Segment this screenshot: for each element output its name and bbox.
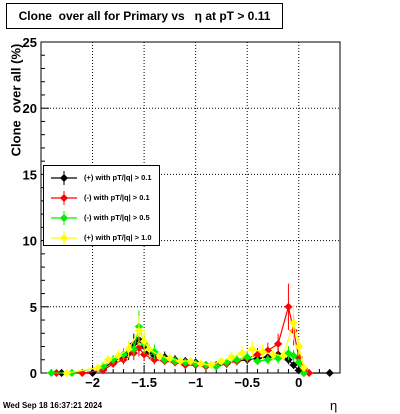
y-axis-label: Clone over all (%) [8,43,24,157]
data-point [227,353,236,362]
legend-marker [51,211,77,225]
data-point [129,345,138,354]
data-point [145,345,154,354]
data-point [140,337,149,346]
legend-marker [51,191,77,205]
data-point [268,350,277,359]
series-2 [47,310,308,377]
series-3 [62,305,308,377]
data-point [299,363,308,372]
data-point [299,369,308,377]
legend-label: (-) with pT/|q| > 0.5 [84,213,150,222]
x-tick-label: −1 [188,375,203,390]
y-tick-label: 25 [23,35,37,50]
legend-marker [51,171,77,185]
data-point [134,326,143,335]
data-point [217,357,226,366]
data-point [165,354,174,363]
data-point [62,369,71,377]
data-point [124,345,133,354]
plot-frame [40,41,341,374]
data-point [243,353,252,362]
data-point [207,361,216,370]
y-tick-label: 20 [23,101,37,116]
y-tick-label: 5 [30,300,37,315]
data-point [114,351,123,360]
data-point [47,369,56,377]
legend-label: (+) with pT/|q| > 0.1 [84,173,152,182]
x-tick-label: 0 [295,375,302,390]
x-axis-label: η [330,398,338,413]
y-tick-label: 10 [23,234,37,249]
series-layer [47,283,334,377]
data-point [279,351,288,360]
data-point [263,355,272,364]
data-point [253,357,262,366]
data-point [294,358,303,367]
data-point [274,339,283,348]
data-point [305,369,314,377]
data-point [186,357,195,366]
data-point [289,318,298,327]
legend-label: (-) with pT/|q| > 0.1 [84,193,150,202]
data-point [284,302,293,311]
y-tick-label: 15 [23,167,37,182]
legend-entry: (-) with pT/|q| > 0.1 [44,188,161,208]
y-tick-label: 0 [30,366,37,381]
data-point [104,355,113,364]
x-tick-label: −2 [85,375,100,390]
chart-title: Clone over all for Primary vs η at pT > … [6,3,283,29]
legend-marker [51,231,77,245]
data-point [93,363,102,372]
data-point [238,349,247,358]
data-point [67,369,76,377]
data-point [289,351,298,360]
legend-entry: (-) with pT/|q| > 0.5 [44,208,161,228]
legend-label: (+) with pT/|q| > 1.0 [84,233,152,242]
legend: (+) with pT/|q| > 0.1 (-) with pT/|q| > 0… [43,165,160,246]
timestamp-footer: Wed Sep 18 16:37:21 2024 [3,401,103,410]
x-tick-label: −0.5 [234,375,260,390]
data-point [196,359,205,368]
data-point [325,369,334,377]
data-point [155,351,164,360]
legend-entry: (+) with pT/|q| > 1.0 [44,228,161,248]
data-point [140,350,149,359]
data-point [109,355,118,364]
data-point [150,355,159,364]
data-point [294,342,303,351]
legend-entry: (+) with pT/|q| > 0.1 [44,168,161,188]
x-tick-label: −1.5 [131,375,157,390]
data-point [248,345,257,354]
data-point [258,347,267,356]
data-point [176,357,185,366]
